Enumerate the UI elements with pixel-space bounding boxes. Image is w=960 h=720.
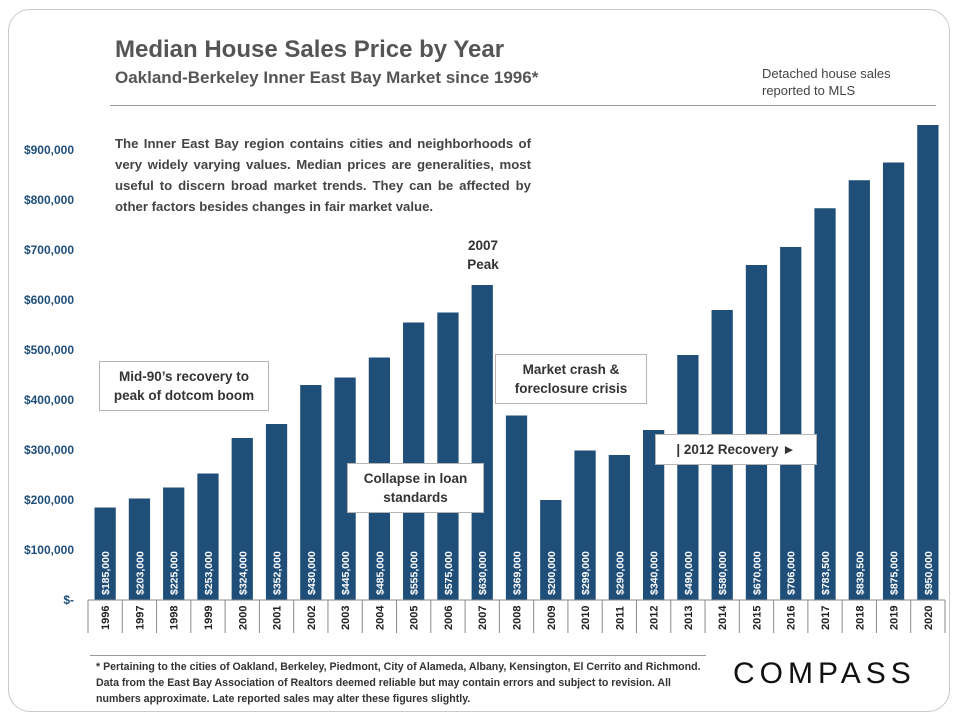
x-tick-label: 2001 [272, 606, 284, 630]
bar-data-label: $580,000 [717, 551, 729, 595]
bar-data-label: $445,000 [340, 551, 352, 595]
bar-2020 [917, 125, 939, 600]
bar-2016 [780, 247, 802, 600]
bar-2013 [677, 355, 699, 600]
bar-data-label: $485,000 [374, 551, 386, 595]
compass-logo: COMPASS [733, 657, 916, 690]
x-tick-label: 2003 [340, 606, 352, 630]
footnote-divider [90, 655, 706, 656]
x-tick-label: 2002 [306, 606, 318, 630]
bar-1996 [94, 507, 116, 600]
callout-loan-collapse: Collapse in loan standards [347, 463, 484, 513]
x-tick-label: 1997 [134, 606, 146, 630]
y-tick-label: $500,000 [24, 343, 74, 357]
x-tick-label: 2004 [374, 605, 386, 630]
x-tick-label: 2005 [409, 606, 421, 630]
bar-data-label: $555,000 [409, 551, 421, 595]
source-note: Detached house sales reported to MLS [762, 66, 891, 98]
bar-2015 [745, 265, 768, 600]
y-tick-label: $100,000 [24, 543, 74, 557]
y-tick-label: $200,000 [24, 493, 74, 507]
bar-data-label: $430,000 [306, 551, 318, 595]
y-tick-label: $400,000 [24, 393, 74, 407]
callout-2012-recovery: | 2012 Recovery ► [655, 434, 817, 465]
bar-2019 [882, 162, 905, 600]
bar-data-label: $783,500 [820, 551, 832, 595]
x-tick-label: 2009 [546, 606, 558, 630]
bar-2017 [814, 208, 836, 600]
x-tick-label: 2000 [237, 606, 249, 630]
bar-2008 [505, 415, 528, 600]
x-tick-label: 2019 [889, 606, 901, 630]
bar-2002 [300, 385, 322, 600]
x-tick-label: 2012 [649, 606, 661, 630]
bar-data-label: $340,000 [649, 551, 661, 595]
bar-data-label: $369,000 [512, 551, 524, 595]
x-tick-label: 2016 [786, 606, 798, 630]
x-tick-label: 2015 [751, 606, 763, 630]
bar-data-label: $299,000 [580, 551, 592, 595]
bar-data-label: $203,000 [134, 551, 146, 595]
bar-2001 [265, 424, 288, 600]
y-tick-label: $700,000 [24, 243, 74, 257]
bar-data-label: $185,000 [100, 551, 112, 595]
y-tick-label: $- [63, 593, 74, 607]
bar-1998 [163, 487, 185, 600]
intro-text: The Inner East Bay region contains citie… [115, 136, 531, 214]
bar-2003 [334, 377, 356, 600]
header-divider [110, 105, 936, 106]
chart-title: Median House Sales Price by Year [115, 36, 505, 63]
y-tick-label: $800,000 [24, 193, 74, 207]
bar-data-label: $324,000 [237, 551, 249, 595]
bar-2007 [471, 285, 493, 600]
bar-2018 [848, 180, 870, 600]
x-tick-label: 2011 [614, 606, 626, 630]
bar-data-label: $575,000 [443, 551, 455, 595]
y-tick-label: $600,000 [24, 293, 74, 307]
slide-frame [8, 9, 950, 712]
bar-data-label: $253,000 [203, 551, 215, 595]
bar-2011 [608, 455, 630, 600]
bar-data-label: $839,500 [854, 551, 866, 595]
callout-dotcom: Mid-90’s recovery to peak of dotcom boom [99, 361, 269, 411]
bar-data-label: $225,000 [169, 551, 181, 595]
x-tick-label: 1996 [100, 606, 112, 630]
bar-2010 [574, 450, 596, 600]
bar-data-label: $630,000 [477, 551, 489, 595]
bar-2006 [437, 312, 459, 600]
x-tick-label: 1998 [169, 606, 181, 630]
x-tick-label: 2014 [717, 605, 729, 630]
bar-data-label: $490,000 [683, 551, 695, 595]
footnote: * Pertaining to the cities of Oakland, B… [96, 661, 701, 705]
y-tick-label: $900,000 [24, 143, 74, 157]
x-tick-label: 2008 [512, 606, 524, 630]
bar-data-label: $290,000 [614, 551, 626, 595]
callout-market-crash: Market crash & foreclosure crisis [495, 354, 647, 404]
bar-2012 [642, 430, 665, 600]
x-tick-label: 2020 [923, 606, 935, 630]
chart-subtitle: Oakland-Berkeley Inner East Bay Market s… [115, 68, 539, 87]
bar-2005 [403, 322, 425, 600]
bar-data-label: $875,000 [889, 551, 901, 595]
x-tick-label: 2017 [820, 606, 832, 630]
bar-2009 [540, 500, 562, 600]
bar-data-label: $950,000 [923, 551, 935, 595]
bar-2000 [231, 438, 253, 600]
x-tick-label: 2006 [443, 606, 455, 630]
bar-data-label: $200,000 [546, 551, 558, 595]
bar-data-label: $670,000 [751, 551, 763, 595]
x-tick-label: 2007 [477, 606, 489, 630]
x-tick-label: 2018 [854, 606, 866, 630]
bar-data-label: $706,000 [786, 551, 798, 595]
x-tick-label: 2013 [683, 606, 695, 630]
y-tick-label: $300,000 [24, 443, 74, 457]
bar-data-label: $352,000 [272, 551, 284, 595]
callout-2007-peak: 2007 Peak [467, 238, 499, 272]
x-tick-label: 2010 [580, 606, 592, 630]
x-tick-label: 1999 [203, 606, 215, 630]
bar-1999 [197, 473, 219, 600]
bar-1997 [128, 498, 151, 600]
